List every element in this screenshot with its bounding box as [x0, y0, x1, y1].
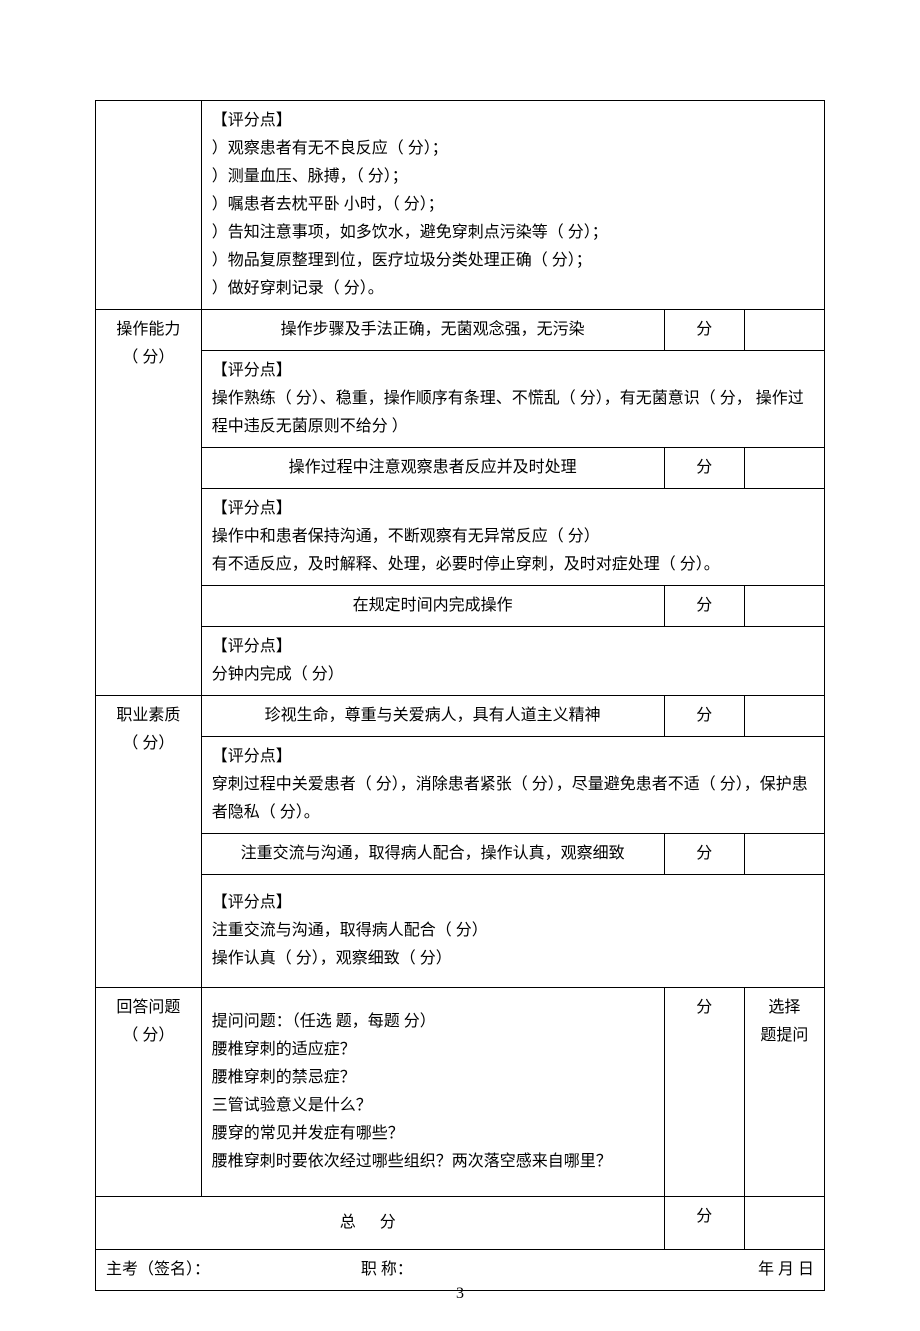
detail-line: 操作认真（ 分），观察细致（ 分）	[212, 945, 814, 973]
detail-text: 穿刺过程中关爱患者（ 分），消除患者紧张（ 分），尽量避免患者不适（ 分），保护…	[212, 771, 814, 827]
questions-note: 选择 题提问	[744, 988, 824, 1197]
date-label: 年 月 日	[644, 1256, 814, 1284]
section-title: 职业素质	[106, 702, 191, 730]
question-item: 腰椎穿刺的禁忌症？	[212, 1064, 654, 1092]
section-skill: 操作能力 （ 分）	[96, 310, 202, 696]
questions-content: 提问问题：（任选 题，每题 分） 腰椎穿刺的适应症？ 腰椎穿刺的禁忌症？ 三管试…	[201, 988, 664, 1197]
criterion: 珍视生命，尊重与关爱病人，具有人道主义精神	[201, 696, 664, 737]
criterion-detail: 【评分点】 分钟内完成（ 分）	[201, 627, 824, 696]
section-professionalism: 职业素质 （ 分）	[96, 696, 202, 988]
top-detail-heading: 【评分点】	[212, 107, 814, 135]
criterion-blank	[744, 586, 824, 627]
question-item: 三管试验意义是什么？	[212, 1092, 654, 1120]
total-label: 总分	[96, 1197, 665, 1250]
top-detail-line: ）告知注意事项，如多饮水，避免穿刺点污染等（ 分）；	[212, 219, 814, 247]
assessment-table: 【评分点】 ）观察患者有无不良反应（ 分）； ）测量血压、脉搏，（ 分）； ）嘱…	[95, 100, 825, 1291]
detail-heading: 【评分点】	[212, 495, 814, 523]
question-item: 腰椎穿刺时要依次经过哪些组织？两次落空感来自哪里？	[212, 1148, 654, 1176]
questions-score: 分	[664, 988, 744, 1197]
top-detail-line: ）观察患者有无不良反应（ 分）；	[212, 135, 814, 163]
section-score: （ 分）	[106, 730, 191, 758]
criterion-score: 分	[664, 448, 744, 489]
criterion-detail: 【评分点】 操作中和患者保持沟通，不断观察有无异常反应（ 分） 有不适反应，及时…	[201, 489, 824, 586]
detail-line: 分钟内完成（ 分）	[212, 661, 814, 689]
detail-heading: 【评分点】	[212, 633, 814, 661]
criterion: 操作过程中注意观察患者反应并及时处理	[201, 448, 664, 489]
detail-line: 操作中和患者保持沟通，不断观察有无异常反应（ 分）	[212, 523, 814, 551]
criterion-detail: 【评分点】 穿刺过程中关爱患者（ 分），消除患者紧张（ 分），尽量避免患者不适（…	[201, 737, 824, 834]
criterion: 注重交流与沟通，取得病人配合，操作认真，观察细致	[201, 834, 664, 875]
criterion-score: 分	[664, 696, 744, 737]
criterion-blank	[744, 696, 824, 737]
detail-heading: 【评分点】	[212, 743, 814, 771]
question-item: 腰穿的常见并发症有哪些？	[212, 1120, 654, 1148]
top-detail-line: ）嘱患者去枕平卧 小时，（ 分）；	[212, 191, 814, 219]
section-questions: 回答问题 （ 分）	[96, 988, 202, 1197]
total-score: 分	[664, 1197, 744, 1250]
question-item: 腰椎穿刺的适应症？	[212, 1036, 654, 1064]
criterion-score: 分	[664, 834, 744, 875]
total-blank	[744, 1197, 824, 1250]
title-label: 职 称：	[361, 1256, 644, 1284]
examiner-label: 主考（签名）：	[106, 1256, 361, 1284]
detail-line: 注重交流与沟通，取得病人配合（ 分）	[212, 917, 814, 945]
criterion-detail: 【评分点】 注重交流与沟通，取得病人配合（ 分） 操作认真（ 分），观察细致（ …	[201, 875, 824, 988]
section-score: （ 分）	[106, 1022, 191, 1050]
criterion-blank	[744, 834, 824, 875]
top-section-blank	[96, 101, 202, 310]
top-detail-line: ）测量血压、脉搏，（ 分）；	[212, 163, 814, 191]
section-title: 回答问题	[106, 994, 191, 1022]
top-detail-line: ）做好穿刺记录（ 分）。	[212, 275, 814, 303]
criterion: 在规定时间内完成操作	[201, 586, 664, 627]
criterion-score: 分	[664, 310, 744, 351]
questions-note-line: 题提问	[755, 1022, 814, 1050]
detail-line: 有不适反应，及时解释、处理，必要时停止穿刺，及时对症处理（ 分）。	[212, 551, 814, 579]
top-detail: 【评分点】 ）观察患者有无不良反应（ 分）； ）测量血压、脉搏，（ 分）； ）嘱…	[201, 101, 824, 310]
criterion-blank	[744, 448, 824, 489]
top-detail-line: ）物品复原整理到位，医疗垃圾分类处理正确（ 分）；	[212, 247, 814, 275]
detail-heading: 【评分点】	[212, 357, 814, 385]
section-score: （ 分）	[106, 344, 191, 372]
detail-text: 操作熟练（ 分）、稳重，操作顺序有条理、不慌乱（ 分），有无菌意识（ 分， 操作…	[212, 385, 814, 441]
criterion-blank	[744, 310, 824, 351]
criterion: 操作步骤及手法正确，无菌观念强，无污染	[201, 310, 664, 351]
criterion-score: 分	[664, 586, 744, 627]
detail-heading: 【评分点】	[212, 889, 814, 917]
criterion-detail: 【评分点】 操作熟练（ 分）、稳重，操作顺序有条理、不慌乱（ 分），有无菌意识（…	[201, 351, 824, 448]
questions-intro: 提问问题：（任选 题，每题 分）	[212, 1008, 654, 1036]
section-title: 操作能力	[106, 316, 191, 344]
page-number: 3	[0, 1285, 920, 1303]
questions-note-line: 选择	[755, 994, 814, 1022]
